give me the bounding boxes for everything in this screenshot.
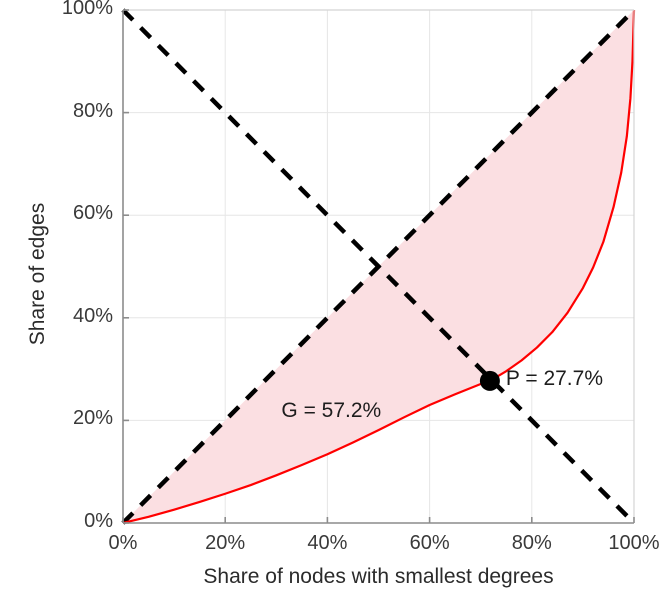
point-p-marker	[479, 370, 500, 391]
y-tick-label: 100%	[61, 0, 113, 19]
x-tick-label: 60%	[409, 532, 450, 554]
point-p-label: P = 27.7%	[505, 366, 603, 390]
equality-dashed-line	[121, 8, 636, 525]
x-tick-label: 100%	[608, 532, 660, 554]
y-tick-label: 20%	[72, 407, 113, 430]
y-tick-label: 60%	[72, 202, 113, 225]
y-tick-label: 80%	[72, 99, 113, 122]
gini-coefficient-label: G = 57.2%	[281, 398, 382, 422]
y-tick-label: 40%	[72, 304, 113, 327]
x-tick-label: 40%	[307, 532, 348, 554]
x-tick-label: 0%	[108, 532, 138, 554]
y-axis-title: Share of edges	[26, 202, 49, 346]
x-axis-title: Share of nodes with smallest degrees	[203, 565, 554, 588]
x-tick-label: 80%	[511, 532, 552, 554]
y-axis-tick-marks	[123, 9, 129, 524]
x-tick-label: 20%	[205, 532, 246, 554]
x-axis-tick-marks	[122, 517, 635, 523]
y-tick-label: 0%	[84, 510, 113, 532]
